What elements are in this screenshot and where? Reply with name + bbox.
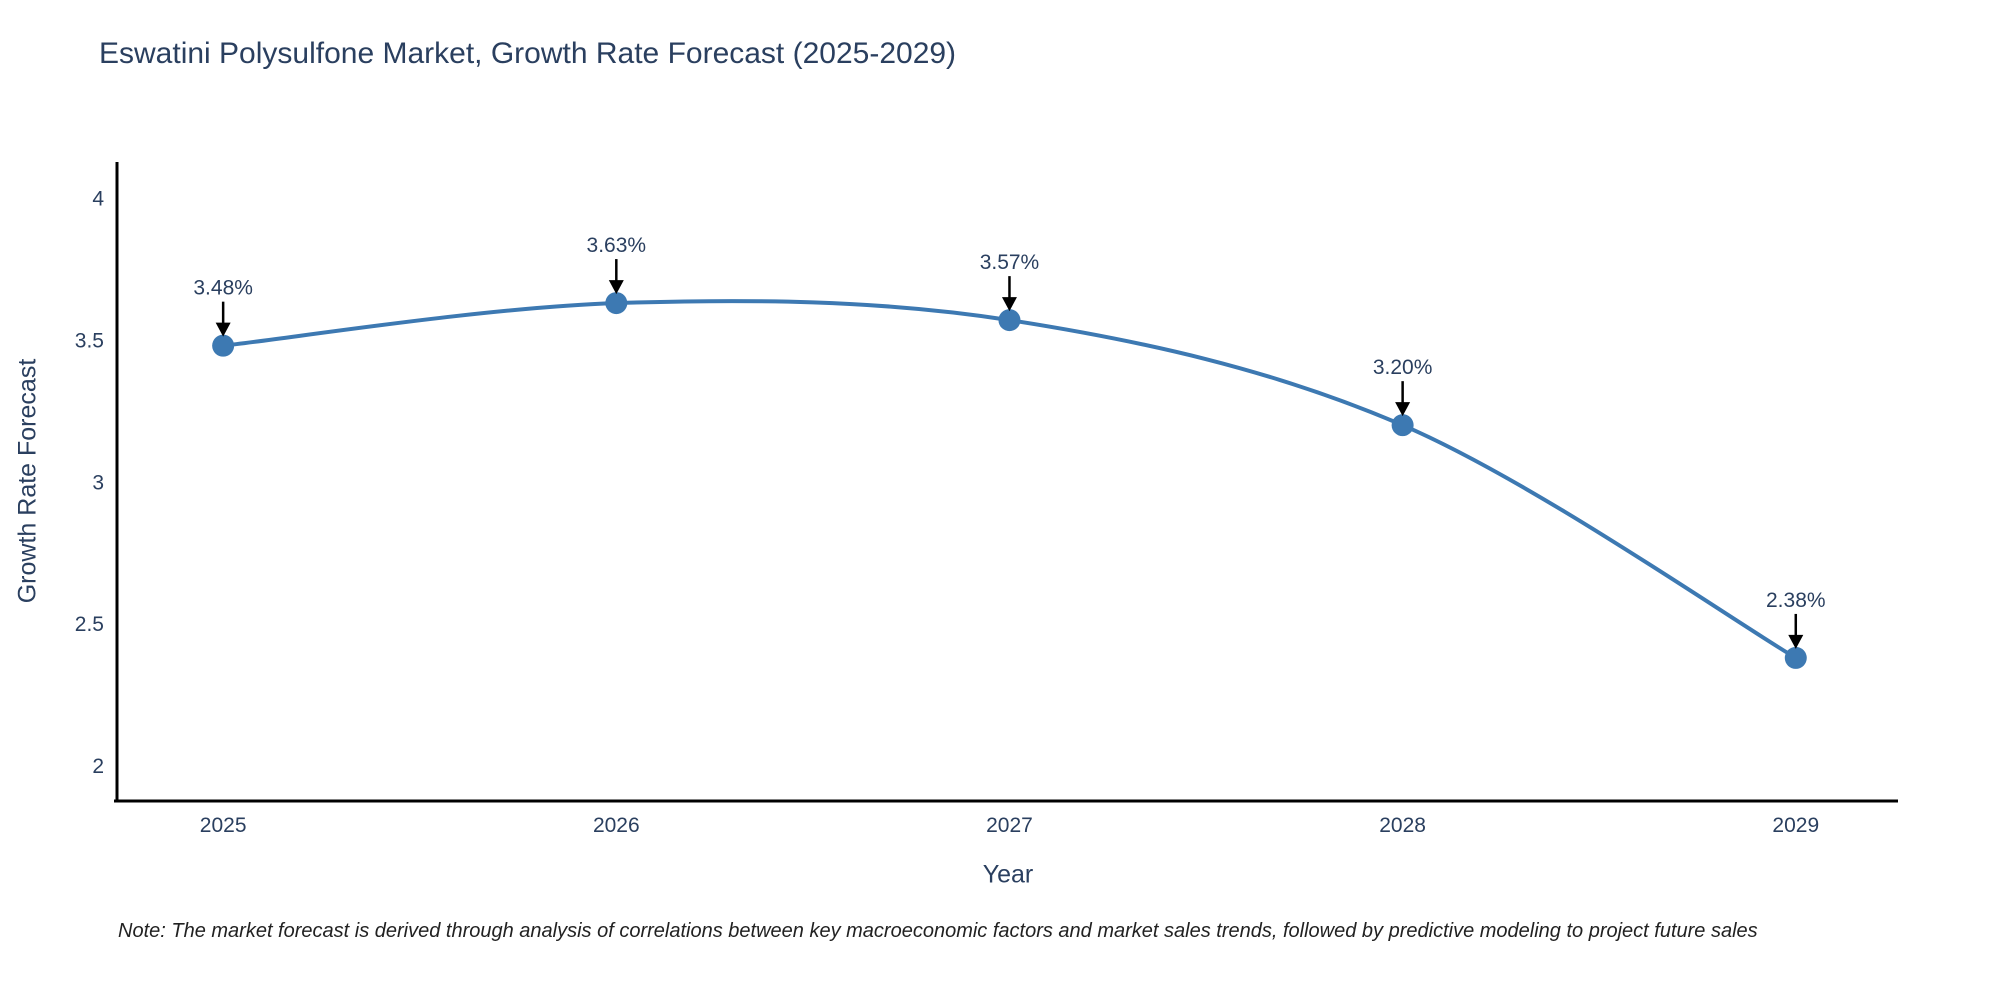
annotation-arrow-head	[215, 322, 231, 337]
annotation-arrow-head	[1788, 634, 1804, 649]
chart-title: Eswatini Polysulfone Market, Growth Rate…	[99, 37, 957, 70]
trend-line	[222, 299, 1797, 660]
x-tick-label: 2029	[1772, 814, 1819, 837]
data-point-label: 3.20%	[1373, 356, 1433, 379]
y-tick-label: 4	[92, 187, 104, 210]
data-point	[1391, 414, 1414, 437]
y-axis-title: Growth Rate Forecast	[13, 358, 42, 604]
x-tick-label: 2025	[200, 814, 247, 837]
annotation-arrow-head	[1001, 297, 1017, 312]
y-tick-label: 3.5	[75, 329, 104, 352]
annotation-arrow-head	[608, 280, 624, 295]
y-tick-label: 3	[92, 471, 104, 494]
annotation-arrow-head	[1395, 402, 1411, 417]
data-point	[605, 292, 628, 315]
x-tick-label: 2026	[593, 814, 640, 837]
y-tick-label: 2.5	[75, 613, 104, 636]
x-tick-label: 2028	[1379, 814, 1426, 837]
data-point-label: 2.38%	[1766, 589, 1826, 612]
data-point-label: 3.48%	[193, 277, 253, 300]
data-point-label: 3.63%	[587, 234, 647, 257]
x-axis-title: Year	[982, 860, 1034, 889]
data-point-label: 3.57%	[980, 251, 1040, 274]
data-point	[212, 334, 235, 357]
data-point	[998, 309, 1021, 332]
data-point	[1784, 646, 1807, 669]
footnote: Note: The market forecast is derived thr…	[118, 920, 1758, 942]
y-tick-label: 2	[92, 755, 104, 778]
x-tick-label: 2027	[986, 814, 1033, 837]
